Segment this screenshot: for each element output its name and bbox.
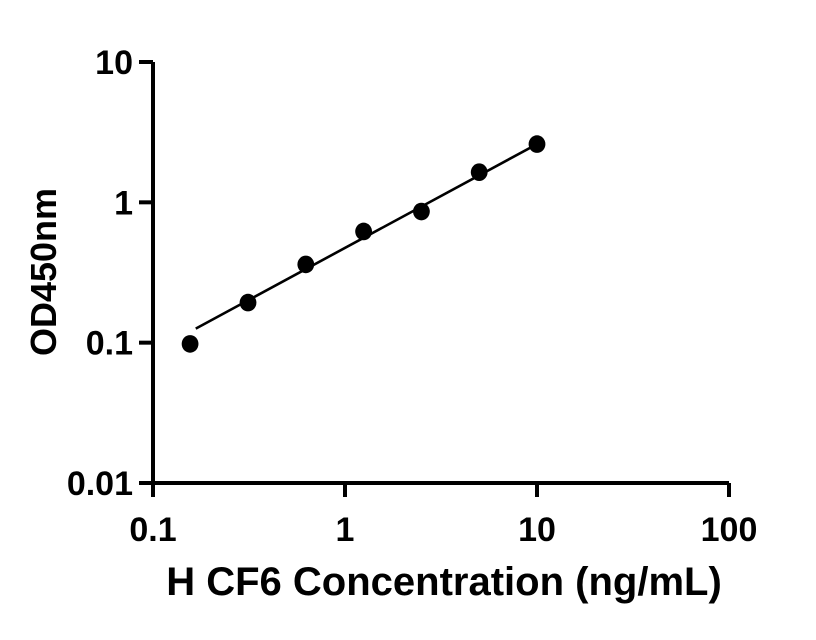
y-tick-label-0.01: 0.01 bbox=[67, 465, 133, 503]
data-point-5 bbox=[470, 163, 488, 181]
data-point-4 bbox=[413, 202, 430, 221]
data-point-6 bbox=[528, 135, 546, 153]
axis-ticks bbox=[139, 60, 731, 497]
x-tick-label-0.1: 0.1 bbox=[129, 511, 176, 549]
x-tick-label-10: 10 bbox=[518, 511, 556, 549]
data-point-0 bbox=[181, 335, 199, 353]
data-point-2 bbox=[297, 255, 315, 274]
data-point-3 bbox=[355, 222, 373, 241]
y-tick-label-10: 10 bbox=[95, 44, 133, 82]
axis-tick-labels: 0.01 0.1 1 10 0.1 1 10 100 bbox=[67, 44, 758, 549]
x-tick-label-1: 1 bbox=[336, 511, 355, 549]
x-tick-label-100: 100 bbox=[701, 511, 758, 549]
axes bbox=[151, 62, 729, 485]
y-tick-label-0.1: 0.1 bbox=[86, 325, 133, 363]
data-points-layer bbox=[181, 135, 546, 353]
data-point-1 bbox=[239, 293, 257, 312]
y-axis-title: OD450nm bbox=[23, 188, 64, 356]
y-tick-label-1: 1 bbox=[114, 184, 133, 222]
x-axis-title: H CF6 Concentration (ng/mL) bbox=[166, 560, 722, 604]
